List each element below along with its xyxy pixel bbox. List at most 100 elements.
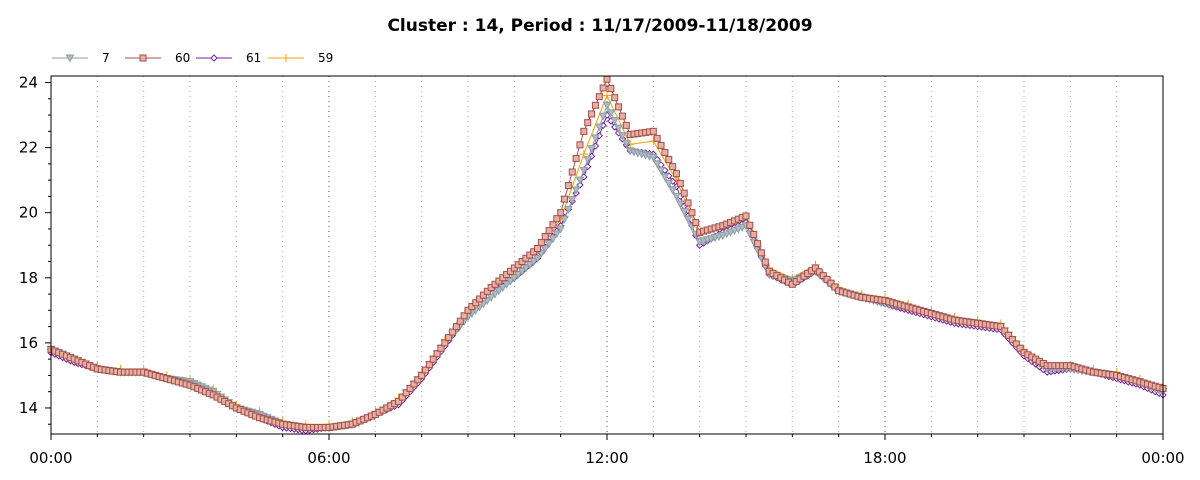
data-point bbox=[606, 109, 616, 118]
data-point bbox=[660, 173, 670, 182]
grid bbox=[96, 76, 1118, 434]
data-point bbox=[676, 200, 685, 209]
data-point bbox=[410, 380, 418, 388]
data-point bbox=[541, 233, 549, 241]
x-tick-label: 12:00 bbox=[585, 449, 628, 467]
data-point bbox=[479, 300, 488, 309]
data-point bbox=[679, 208, 689, 217]
data-point bbox=[746, 221, 754, 229]
series-line-59 bbox=[50, 94, 1164, 425]
data-point bbox=[602, 101, 612, 110]
data-point bbox=[529, 258, 538, 267]
data-point bbox=[509, 274, 519, 283]
data-point bbox=[534, 244, 541, 252]
data-point bbox=[673, 170, 680, 178]
data-point bbox=[414, 376, 422, 384]
data-point bbox=[575, 176, 585, 185]
data-point bbox=[552, 230, 562, 239]
x-tick-label: 00:00 bbox=[29, 449, 72, 467]
legend-item-59: 59 bbox=[268, 51, 333, 65]
data-point bbox=[588, 110, 596, 118]
data-point bbox=[540, 244, 550, 254]
data-point bbox=[591, 134, 600, 143]
data-point bbox=[502, 280, 511, 289]
data-point bbox=[402, 389, 410, 397]
data-point bbox=[449, 328, 457, 336]
data-point bbox=[661, 148, 669, 156]
data-point bbox=[472, 299, 480, 307]
data-point bbox=[649, 127, 657, 135]
data-point bbox=[533, 254, 542, 263]
data-point bbox=[680, 189, 688, 197]
data-point bbox=[614, 124, 623, 133]
data-point bbox=[557, 209, 565, 217]
data-point bbox=[395, 397, 402, 405]
data-point bbox=[398, 393, 406, 401]
data-point bbox=[1016, 344, 1024, 352]
data-point bbox=[498, 284, 508, 293]
data-point bbox=[460, 312, 468, 320]
data-point bbox=[657, 141, 665, 149]
y-tick-label: 16 bbox=[19, 334, 38, 352]
data-point bbox=[683, 215, 693, 224]
y-tick-label: 24 bbox=[19, 74, 38, 92]
data-point bbox=[688, 209, 696, 217]
y-tick-label: 22 bbox=[19, 139, 38, 157]
series-layer bbox=[46, 75, 1168, 435]
data-point bbox=[1008, 336, 1016, 344]
data-point bbox=[618, 112, 626, 120]
data-point bbox=[831, 283, 839, 291]
data-point bbox=[476, 295, 484, 303]
data-point bbox=[564, 205, 573, 214]
data-point bbox=[445, 333, 453, 341]
legend-label: 60 bbox=[175, 51, 190, 65]
data-point bbox=[437, 344, 445, 352]
y-tick-label: 18 bbox=[19, 269, 38, 287]
data-point bbox=[580, 127, 588, 135]
data-point bbox=[1012, 340, 1020, 348]
data-point bbox=[587, 145, 596, 154]
data-point bbox=[1005, 331, 1013, 339]
data-point bbox=[815, 268, 823, 276]
data-point bbox=[576, 141, 584, 149]
data-point bbox=[684, 199, 692, 207]
data-point bbox=[595, 93, 603, 101]
data-point bbox=[425, 361, 433, 369]
data-point bbox=[418, 371, 426, 379]
data-point bbox=[406, 384, 414, 392]
data-point bbox=[513, 271, 523, 280]
data-point bbox=[672, 192, 681, 201]
data-point bbox=[553, 215, 561, 223]
series-59 bbox=[47, 91, 1167, 429]
legend-marker bbox=[139, 54, 147, 62]
data-point bbox=[567, 196, 577, 205]
data-point bbox=[537, 239, 545, 247]
data-point bbox=[656, 166, 666, 175]
data-point bbox=[429, 355, 437, 363]
data-point bbox=[823, 275, 831, 283]
data-point bbox=[584, 119, 592, 127]
data-point bbox=[742, 212, 750, 220]
data-point bbox=[422, 366, 430, 374]
data-point bbox=[607, 84, 615, 92]
y-tick-label: 20 bbox=[19, 204, 38, 222]
data-point bbox=[441, 339, 449, 347]
chart-title: Cluster : 14, Period : 11/17/2009-11/18/… bbox=[387, 16, 812, 36]
data-point bbox=[664, 179, 674, 188]
data-point bbox=[545, 227, 553, 235]
data-point bbox=[564, 182, 572, 190]
data-point bbox=[676, 179, 684, 187]
data-point bbox=[603, 75, 611, 83]
data-point bbox=[568, 168, 576, 176]
data-point bbox=[548, 235, 558, 244]
legend-marker bbox=[282, 54, 290, 62]
data-point bbox=[598, 112, 608, 121]
data-point bbox=[754, 240, 762, 248]
x-tick-label: 00:00 bbox=[1141, 449, 1184, 467]
data-point bbox=[603, 91, 611, 100]
data-point bbox=[594, 123, 604, 132]
data-point bbox=[812, 264, 819, 272]
series-60 bbox=[47, 75, 1167, 431]
data-point bbox=[456, 317, 464, 325]
plot-frame bbox=[50, 75, 1164, 435]
